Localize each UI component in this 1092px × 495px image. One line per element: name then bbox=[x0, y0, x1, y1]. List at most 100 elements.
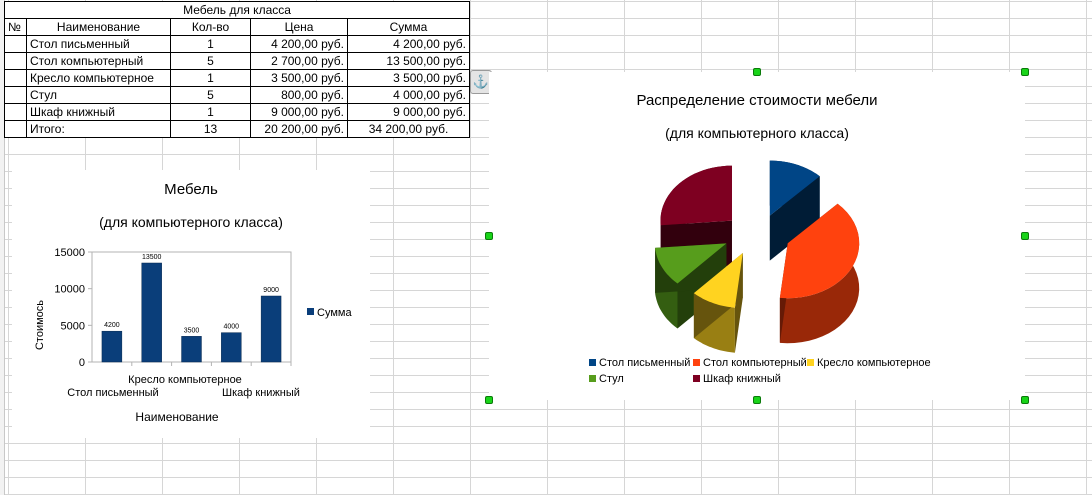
cell-sum[interactable]: 4 200,00 руб. bbox=[347, 35, 470, 53]
cell-price[interactable]: 800,00 руб. bbox=[250, 86, 348, 104]
bar-legend-label: Сумма bbox=[317, 307, 352, 319]
cell-qty[interactable]: 1 bbox=[170, 35, 251, 53]
pie-legend-swatch bbox=[693, 375, 700, 382]
pie-legend-label: Кресло компьютерное bbox=[817, 357, 931, 369]
cell-price[interactable]: 2 700,00 руб. bbox=[250, 52, 348, 70]
pie-legend-swatch bbox=[589, 375, 596, 382]
bar-chart-title: Мебель bbox=[164, 181, 218, 198]
pie-chart-svg: Распределение стоимости мебели (для комп… bbox=[589, 92, 931, 385]
table-row: Шкаф книжный 1 9 000,00 руб. 9 000,00 ру… bbox=[4, 103, 470, 121]
bar-chart-xtick-row2-first: Стол письменный bbox=[67, 387, 158, 399]
cell-number[interactable] bbox=[4, 35, 27, 53]
pie-legend-swatch bbox=[693, 359, 700, 366]
bar-chart-plot: 0 5000 10000 15000 4200 13500 3500 4000 9000 bbox=[54, 247, 292, 369]
table-total-row: Итого: 13 20 200,00 руб. 34 200,00 руб. bbox=[4, 120, 470, 138]
cell-number[interactable] bbox=[4, 103, 27, 121]
pie-slice bbox=[655, 243, 727, 329]
anchor-icon[interactable]: ⚓ bbox=[470, 70, 492, 94]
header-number[interactable]: № bbox=[4, 18, 27, 36]
pie-legend-label: Стул bbox=[599, 373, 624, 385]
cell-price[interactable]: 9 000,00 руб. bbox=[250, 103, 348, 121]
cell-sum[interactable]: 4 000,00 руб. bbox=[347, 86, 470, 104]
cell-name[interactable]: Стул bbox=[26, 86, 171, 104]
selection-handle[interactable] bbox=[753, 396, 761, 404]
cell-price[interactable]: 4 200,00 руб. bbox=[250, 35, 348, 53]
table-title[interactable]: Мебель для класса bbox=[4, 1, 470, 19]
total-qty[interactable]: 13 bbox=[170, 120, 251, 138]
total-label[interactable]: Итого: bbox=[26, 120, 171, 138]
bar-chart-subtitle: (для компьютерного класса) bbox=[99, 214, 283, 230]
cell-qty[interactable]: 5 bbox=[170, 86, 251, 104]
table-row: Стул 5 800,00 руб. 4 000,00 руб. bbox=[4, 86, 470, 104]
header-name[interactable]: Наименование bbox=[26, 18, 171, 36]
bar bbox=[181, 336, 202, 363]
selection-handle[interactable] bbox=[1021, 396, 1029, 404]
bar-legend-swatch bbox=[307, 308, 314, 315]
pie-slice bbox=[693, 253, 743, 353]
cell-number[interactable] bbox=[4, 120, 27, 138]
total-sum[interactable]: 34 200,00 руб. bbox=[347, 120, 470, 138]
table-row: Стол письменный 1 4 200,00 руб. 4 200,00… bbox=[4, 35, 470, 53]
bar-ytick-label: 5000 bbox=[61, 320, 85, 332]
table-header-row: № Наименование Кол-во Цена Сумма bbox=[4, 18, 470, 36]
cell-name[interactable]: Стол письменный bbox=[26, 35, 171, 53]
cell-number[interactable] bbox=[4, 69, 27, 87]
pie-chart-legend: Стол письменный Стол компьютерный Кресло к… bbox=[589, 357, 931, 385]
bar-chart-svg: Мебель (для компьютерного класса) Стоимо… bbox=[34, 181, 352, 424]
selection-handle[interactable] bbox=[1021, 232, 1029, 240]
bar bbox=[101, 330, 123, 363]
bar-ytick-label: 15000 bbox=[54, 247, 85, 259]
header-qty[interactable]: Кол-во bbox=[170, 18, 251, 36]
pie-slice-top bbox=[655, 243, 727, 284]
bar-chart[interactable]: Мебель (для компьютерного класса) Стоимо… bbox=[12, 170, 370, 438]
cell-name[interactable]: Кресло компьютерное bbox=[26, 69, 171, 87]
pie-slice bbox=[769, 160, 820, 261]
pie-slice-top bbox=[660, 165, 732, 226]
header-price[interactable]: Цена bbox=[250, 18, 348, 36]
pie-slice-top bbox=[693, 253, 743, 308]
selection-handle[interactable] bbox=[485, 232, 493, 240]
bar bbox=[260, 295, 282, 363]
cell-number[interactable] bbox=[4, 52, 27, 70]
cell-sum[interactable]: 3 500,00 руб. bbox=[347, 69, 470, 87]
bar-chart-ylabel: Стоимось bbox=[34, 300, 46, 350]
pie-legend-label: Стол письменный bbox=[599, 357, 690, 369]
bar-data-label: 9000 bbox=[263, 287, 279, 294]
pie-slice-face bbox=[769, 176, 820, 261]
furniture-table: Мебель для класса № Наименование Кол-во … bbox=[4, 1, 470, 138]
cell-name[interactable]: Шкаф книжный bbox=[26, 103, 171, 121]
pie-slice bbox=[779, 203, 860, 344]
bar-ytick-label: 0 bbox=[79, 357, 85, 369]
cell-sum[interactable]: 13 500,00 руб. bbox=[347, 52, 470, 70]
bar-data-label: 3500 bbox=[184, 327, 200, 334]
table-row: Кресло компьютерное 1 3 500,00 руб. 3 50… bbox=[4, 69, 470, 87]
row-header-strip bbox=[0, 0, 5, 495]
bar-data-label: 13500 bbox=[142, 254, 162, 261]
pie-legend-label: Стол компьютерный bbox=[703, 357, 807, 369]
bar bbox=[141, 262, 162, 363]
pie-legend-swatch bbox=[589, 359, 596, 366]
pie-chart-plot bbox=[655, 160, 860, 353]
cell-sum[interactable]: 9 000,00 руб. bbox=[347, 103, 470, 121]
cell-qty[interactable]: 1 bbox=[170, 69, 251, 87]
selection-handle[interactable] bbox=[753, 68, 761, 76]
pie-slice-top bbox=[769, 160, 820, 216]
cell-qty[interactable]: 1 bbox=[170, 103, 251, 121]
cell-name[interactable]: Стол компьютерный bbox=[26, 52, 171, 70]
cell-number[interactable] bbox=[4, 86, 27, 104]
bar-chart-xtick-row2-last: Шкаф книжный bbox=[222, 387, 300, 399]
header-sum[interactable]: Сумма bbox=[347, 18, 470, 36]
pie-legend-label: Шкаф книжный bbox=[703, 373, 781, 385]
total-price[interactable]: 20 200,00 руб. bbox=[250, 120, 348, 138]
pie-slice-top bbox=[779, 203, 860, 299]
selection-handle[interactable] bbox=[1021, 68, 1029, 76]
bar-data-label: 4000 bbox=[224, 324, 240, 331]
pie-legend-swatch bbox=[807, 359, 814, 366]
bar bbox=[221, 332, 242, 363]
cell-qty[interactable]: 5 bbox=[170, 52, 251, 70]
bar-data-label: 4200 bbox=[104, 322, 120, 329]
pie-chart[interactable]: Распределение стоимости мебели (для комп… bbox=[489, 72, 1025, 400]
cell-price[interactable]: 3 500,00 руб. bbox=[250, 69, 348, 87]
selection-handle[interactable] bbox=[485, 396, 493, 404]
bar-chart-xtick-row1: Кресло компьютерное bbox=[128, 374, 242, 386]
